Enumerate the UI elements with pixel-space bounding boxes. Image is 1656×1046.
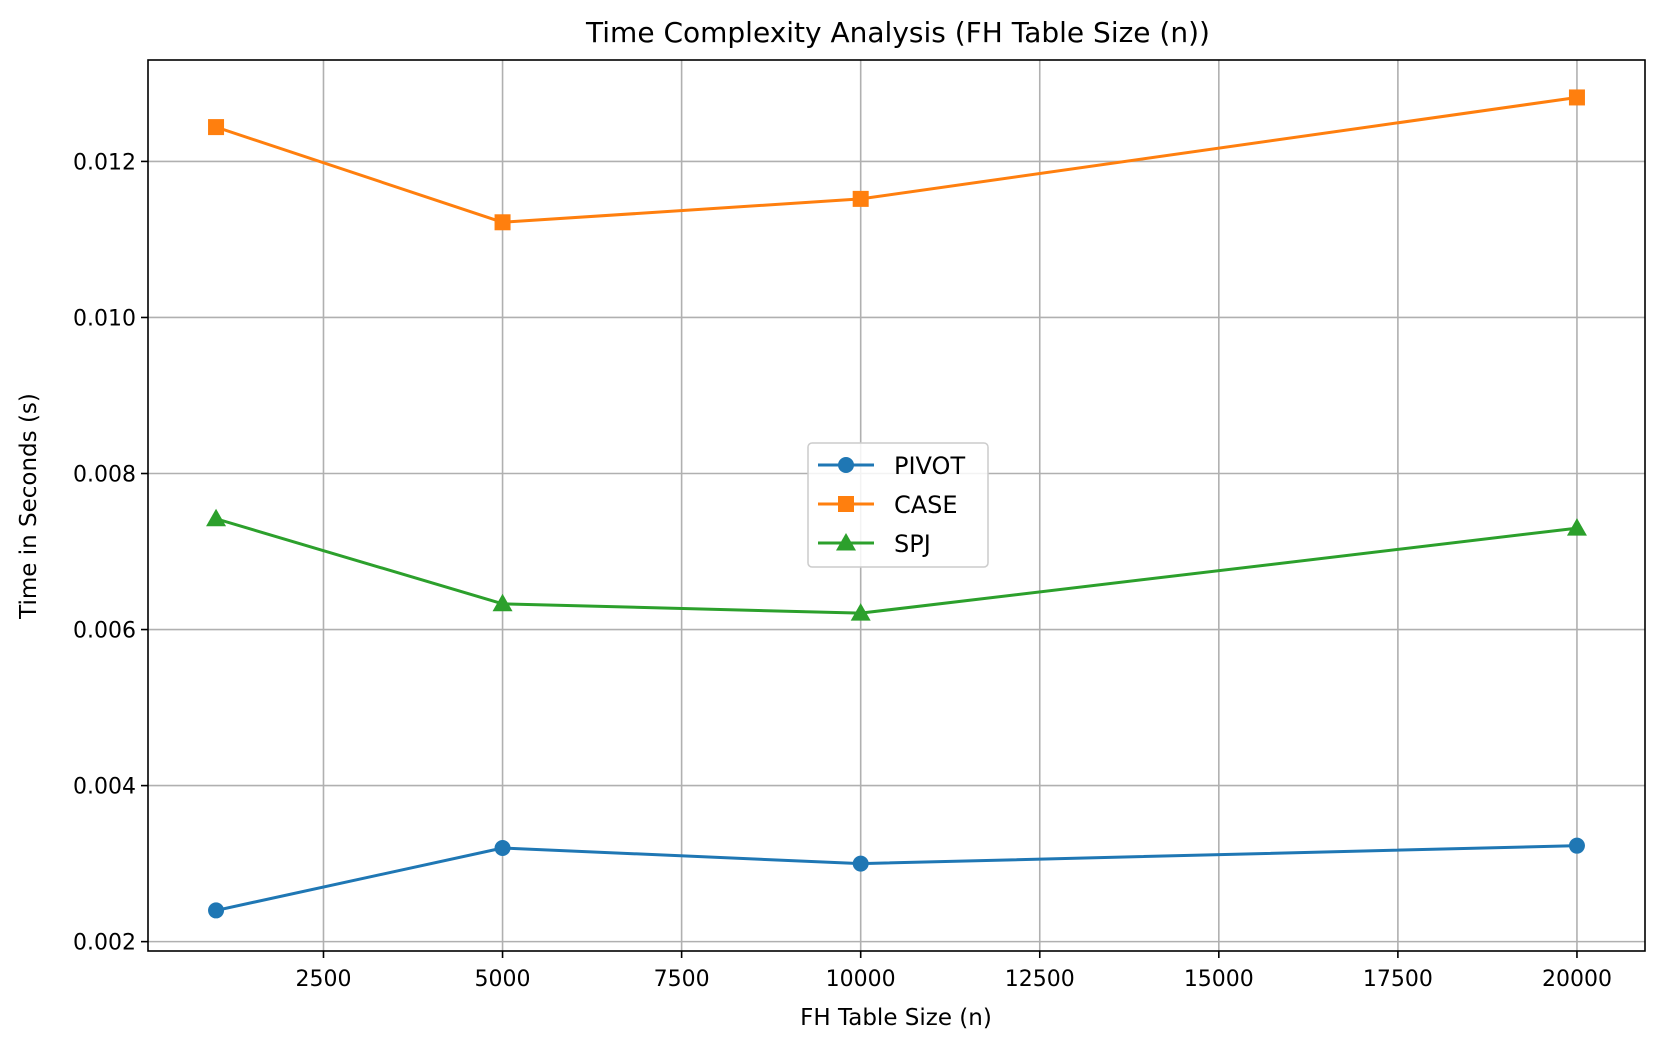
series-line-pivot: [214, 844, 1579, 913]
data-point-case: [208, 119, 225, 136]
x-tick-label: 5000: [475, 967, 531, 992]
legend: PIVOT CASE SPJ: [807, 442, 989, 568]
legend-marker-case: [838, 496, 854, 512]
legend-marker-spj: [836, 533, 856, 551]
data-point-pivot: [1568, 837, 1585, 854]
x-tick-label: 10000: [826, 967, 896, 992]
grid-layer: [148, 60, 1645, 951]
data-point-case: [494, 214, 511, 231]
x-tick-label: 15000: [1184, 967, 1254, 992]
data-point-spj: [1566, 518, 1587, 536]
x-tick-label: 12500: [1005, 967, 1075, 992]
y-tick-label: 0.002: [73, 931, 136, 956]
x-tick-label: 20000: [1542, 967, 1612, 992]
data-point-pivot: [852, 855, 869, 872]
x-axis-label: FH Table Size (n): [800, 1005, 992, 1031]
x-tick-label: 17500: [1363, 967, 1433, 992]
legend-label-spj: SPJ: [894, 530, 931, 558]
data-point-spj: [850, 603, 871, 621]
series-line-case: [214, 95, 1579, 224]
y-tick-label: 0.012: [73, 150, 136, 175]
data-point-case: [1568, 89, 1585, 106]
y-tick-label: 0.010: [73, 306, 136, 331]
legend-label-pivot: PIVOT: [894, 452, 965, 480]
data-point-spj: [206, 508, 227, 527]
y-tick-label: 0.008: [73, 463, 136, 488]
y-tick-label: 0.006: [73, 619, 136, 644]
data-point-pivot: [494, 840, 511, 857]
y-axis-label: Time in Seconds (s): [16, 393, 42, 620]
x-tick-label: 2500: [295, 967, 351, 992]
x-tick-label: 7500: [654, 967, 710, 992]
data-point-pivot: [208, 902, 225, 919]
data-point-case: [852, 190, 869, 207]
legend-box: [807, 442, 989, 568]
legend-label-case: CASE: [894, 491, 958, 519]
plot-area-frame: [147, 59, 1646, 952]
series-line-spj: [214, 516, 1579, 615]
y-tick-label: 0.004: [73, 775, 136, 800]
data-point-spj: [492, 593, 513, 612]
axes-layer: 2500 5000 7500 10000 12500 15000 17500 20000 0.0…: [73, 150, 1612, 992]
legend-marker-pivot: [838, 457, 854, 473]
series-layer: [206, 89, 1587, 919]
chart-title: Time Complexity Analysis (FH Table Size …: [585, 16, 1210, 49]
